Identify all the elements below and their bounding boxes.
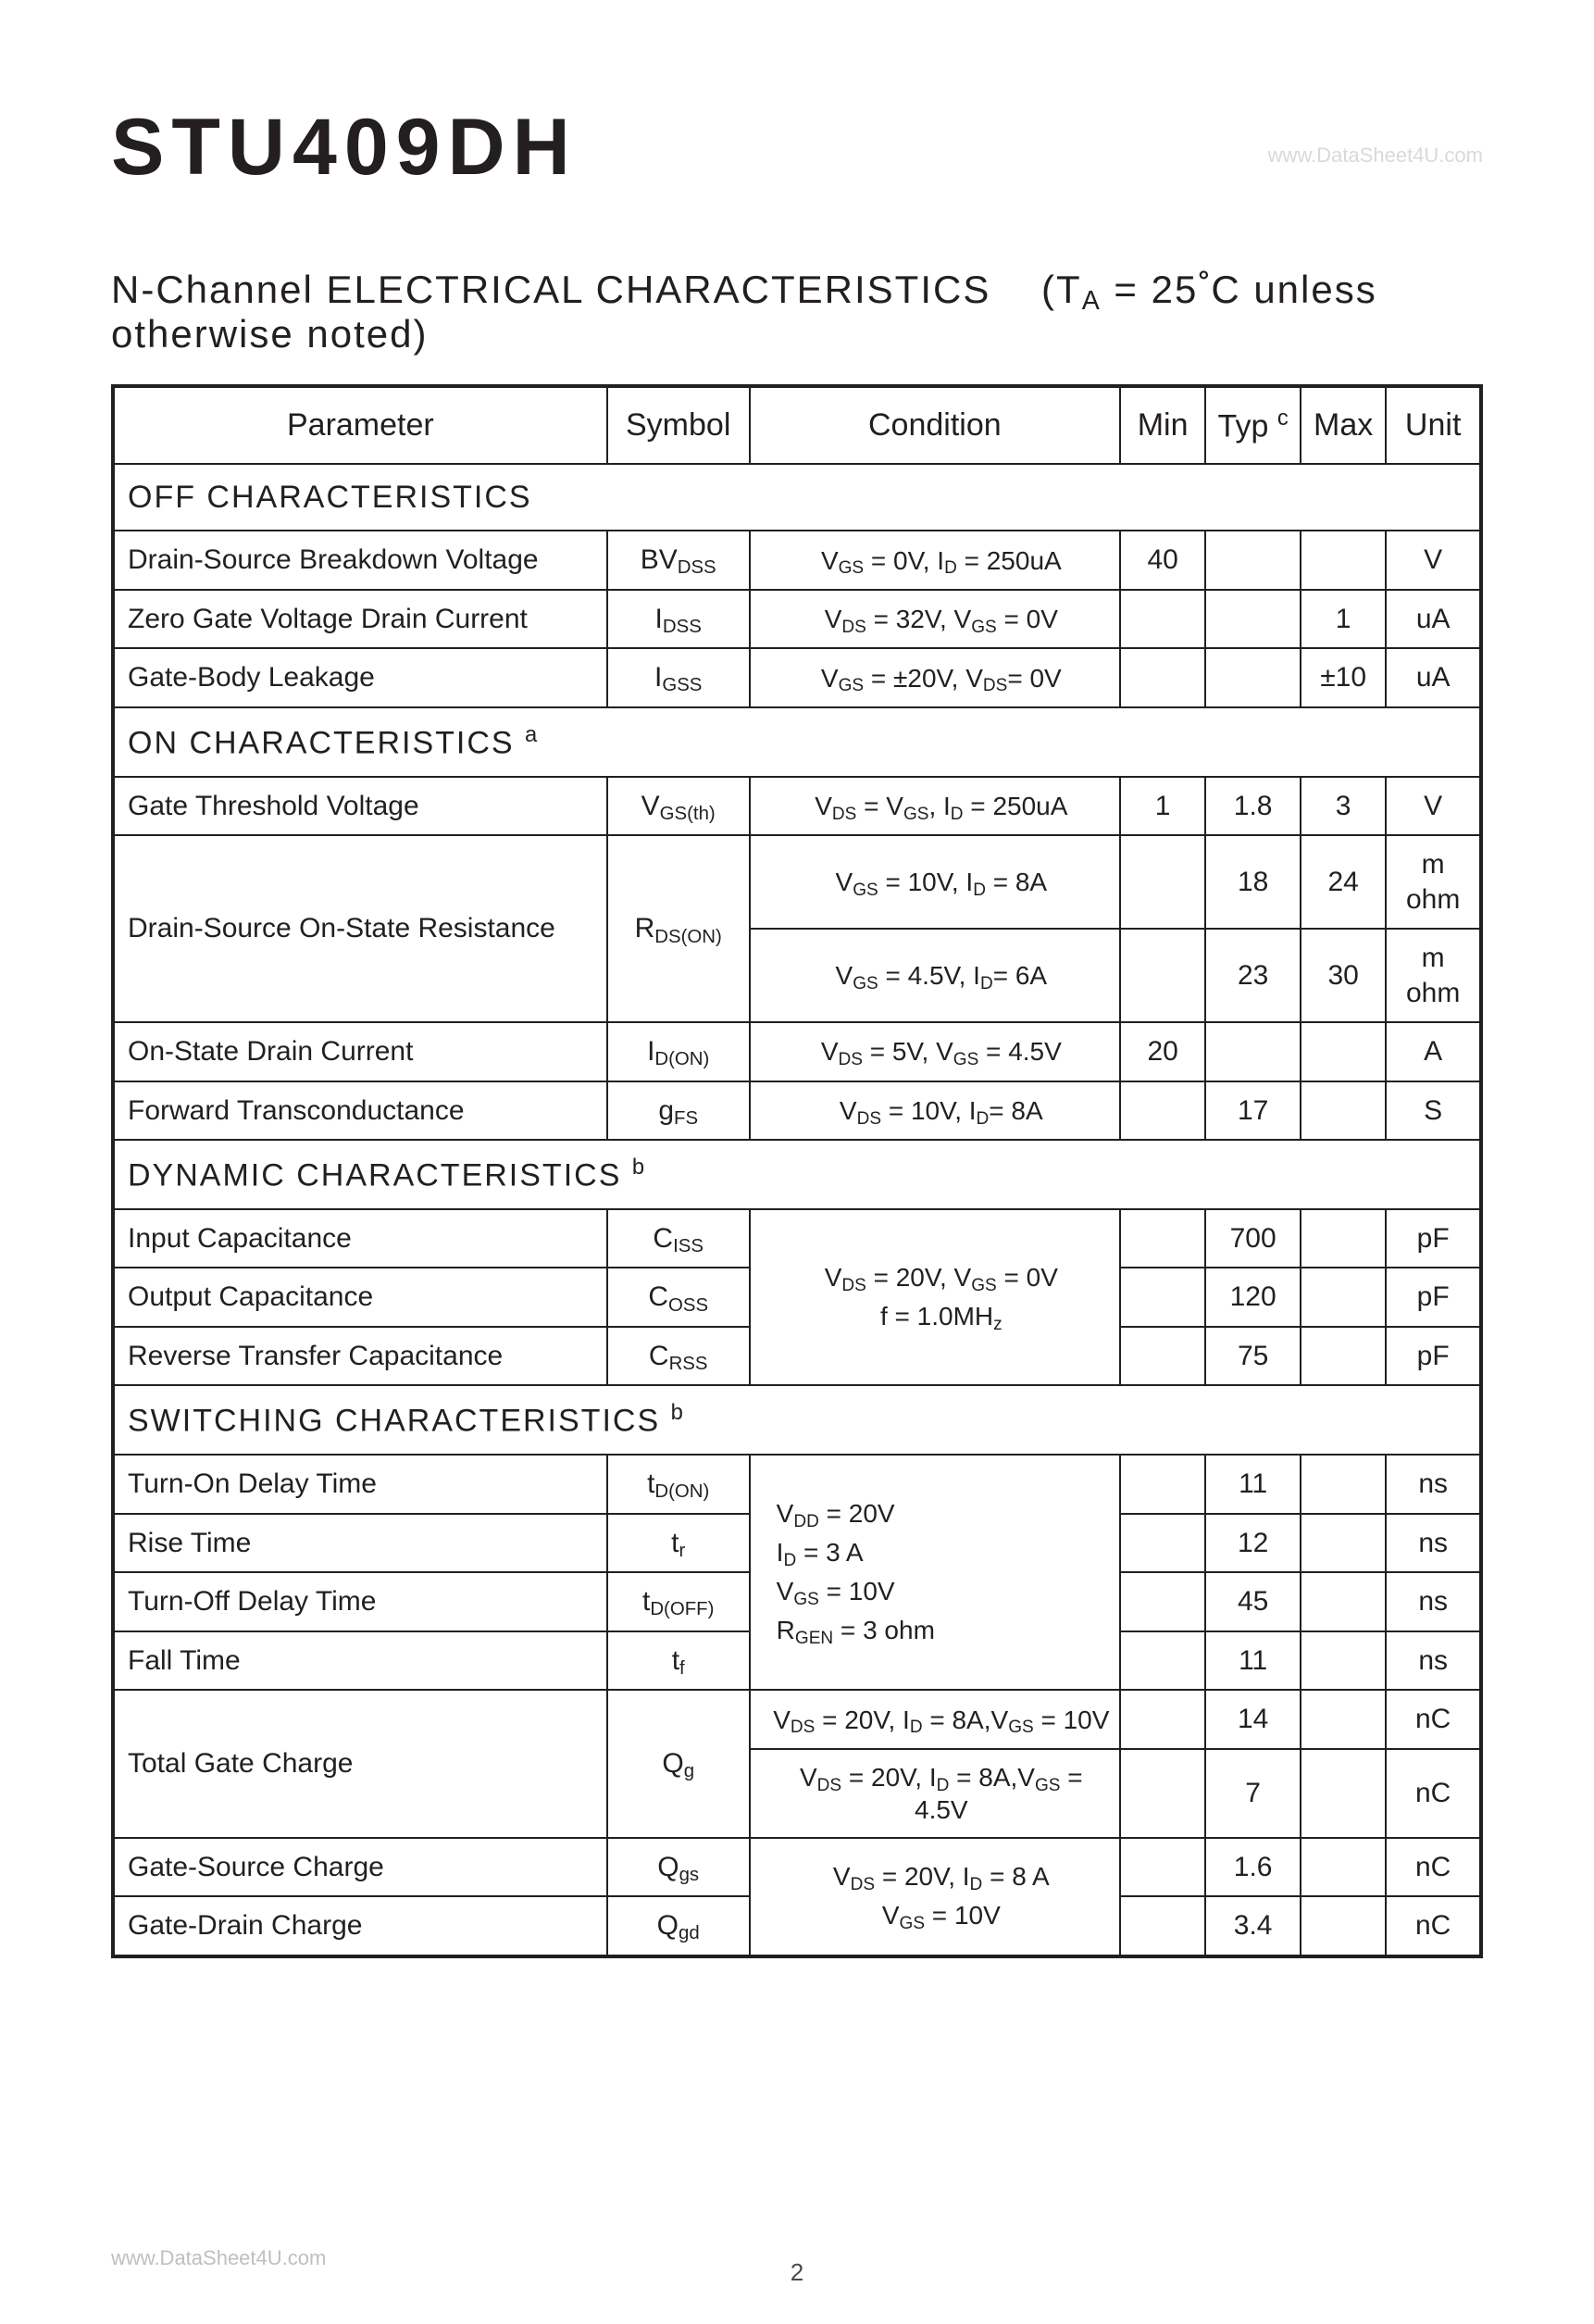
section-dynamic: DYNAMIC CHARACTERISTICS b (113, 1140, 1481, 1209)
table-row: Zero Gate Voltage Drain Current IDSS VDS… (113, 590, 1481, 649)
table-row: Gate Threshold Voltage VGS(th) VDS = VGS… (113, 777, 1481, 836)
title-main: N-Channel ELECTRICAL CHARACTERISTICS (111, 268, 990, 311)
section-switching: SWITCHING CHARACTERISTICS b (113, 1385, 1481, 1455)
table-header-row: Parameter Symbol Condition Min Typ c Max… (113, 386, 1481, 464)
col-min: Min (1120, 386, 1205, 464)
section-on: ON CHARACTERISTICS a (113, 707, 1481, 777)
col-condition: Condition (750, 386, 1120, 464)
characteristics-table: Parameter Symbol Condition Min Typ c Max… (111, 384, 1483, 1958)
header: STU409DH www.DataSheet4U.com (111, 102, 1483, 194)
table-row: Drain-Source Breakdown Voltage BVDSS VGS… (113, 531, 1481, 590)
table-row: Drain-Source On-State Resistance RDS(ON)… (113, 835, 1481, 929)
table-row: On-State Drain Current ID(ON) VDS = 5V, … (113, 1022, 1481, 1081)
table-row: Turn-On Delay Time tD(ON) VDD = 20VID = … (113, 1455, 1481, 1514)
part-number: STU409DH (111, 102, 578, 194)
table-row: Gate-Body Leakage IGSS VGS = ±20V, VDS= … (113, 648, 1481, 707)
col-unit: Unit (1386, 386, 1481, 464)
table-row: Forward Transconductance gFS VDS = 10V, … (113, 1081, 1481, 1141)
table-row: Gate-Source Charge Qgs VDS = 20V, ID = 8… (113, 1838, 1481, 1897)
col-typ: Typ c (1205, 386, 1301, 464)
table-row: Total Gate Charge Qg VDS = 20V, ID = 8A,… (113, 1690, 1481, 1749)
watermark-top: www.DataSheet4U.com (1268, 144, 1483, 168)
col-symbol: Symbol (607, 386, 750, 464)
col-max: Max (1301, 386, 1386, 464)
section-off: OFF CHARACTERISTICS (113, 464, 1481, 531)
table-row: Input Capacitance CISS VDS = 20V, VGS = … (113, 1209, 1481, 1268)
section-title: N-Channel ELECTRICAL CHARACTERISTICS (TA… (111, 268, 1483, 356)
col-parameter: Parameter (113, 386, 607, 464)
page-number: 2 (0, 2258, 1594, 2287)
